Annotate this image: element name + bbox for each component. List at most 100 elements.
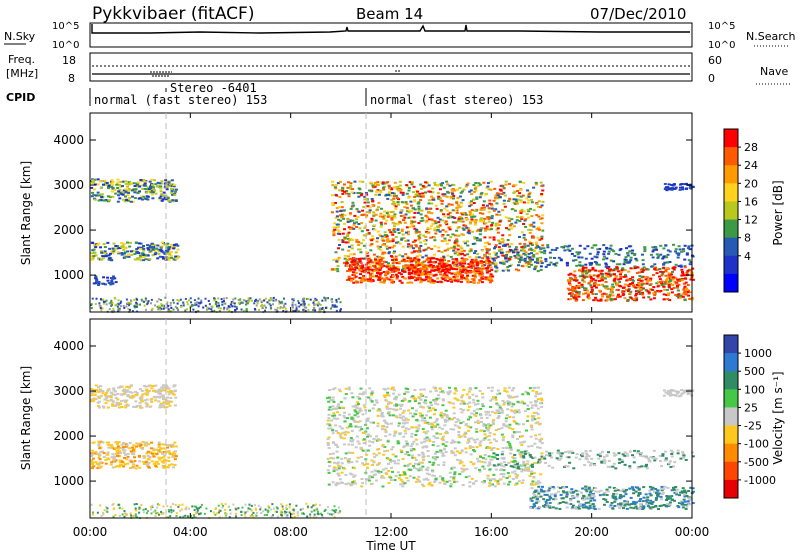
data-cell (615, 263, 619, 266)
data-cell (422, 459, 426, 462)
data-cell (384, 274, 388, 277)
data-cell (127, 255, 131, 258)
data-cell (673, 187, 677, 190)
data-cell (132, 466, 136, 469)
data-cell (580, 256, 584, 259)
data-cell (392, 186, 396, 189)
data-cell (474, 186, 478, 189)
data-cell (175, 514, 178, 517)
data-cell (535, 257, 539, 260)
data-cell (159, 308, 162, 311)
data-cell (485, 225, 489, 228)
data-cell (415, 230, 419, 233)
data-cell (460, 257, 464, 260)
data-cell (325, 297, 328, 300)
data-cell (485, 249, 489, 252)
data-cell (358, 180, 362, 183)
data-cell (471, 219, 475, 222)
data-cell (113, 310, 116, 313)
data-cell (604, 280, 608, 283)
data-cell (167, 310, 170, 313)
data-cell (174, 503, 177, 506)
data-cell (172, 185, 176, 188)
data-cell (594, 298, 598, 301)
data-cell (385, 219, 389, 222)
data-cell (228, 309, 231, 312)
data-cell (480, 220, 484, 223)
data-cell (501, 239, 505, 242)
data-cell (304, 310, 307, 313)
data-cell (329, 307, 332, 310)
data-cell (479, 228, 483, 231)
data-cell (667, 285, 671, 288)
data-cell (106, 510, 109, 513)
data-cell (387, 192, 391, 195)
data-cell (473, 242, 477, 245)
data-cell (351, 268, 355, 271)
data-cell (623, 261, 627, 264)
data-cell (441, 229, 445, 232)
data-cell (596, 251, 600, 254)
data-cell (468, 190, 472, 193)
data-cell (346, 269, 350, 272)
data-cell (617, 253, 621, 256)
data-cell (360, 214, 364, 217)
data-cell (166, 402, 170, 405)
data-cell (366, 258, 370, 261)
data-cell (340, 215, 344, 218)
data-cell (93, 198, 97, 201)
data-cell (167, 304, 170, 307)
data-cell (530, 472, 534, 475)
data-cell (623, 297, 627, 300)
data-cell (408, 216, 412, 219)
data-cell (386, 240, 390, 243)
data-cell (388, 266, 392, 269)
data-cell (495, 402, 499, 405)
data-cell (501, 234, 505, 237)
data-cell (496, 403, 500, 406)
data-cell (436, 184, 440, 187)
data-cell (522, 249, 526, 252)
data-cell (509, 256, 513, 259)
data-cell (145, 405, 149, 408)
data-cell (447, 271, 451, 274)
data-cell (138, 460, 142, 463)
data-cell (428, 278, 432, 281)
data-cell (174, 255, 178, 258)
data-cell (95, 453, 99, 456)
data-cell (592, 283, 596, 286)
data-cell (146, 247, 150, 250)
data-cell (145, 393, 149, 396)
data-cell (165, 188, 169, 191)
data-cell (528, 256, 532, 259)
data-cell (167, 401, 171, 404)
data-cell (393, 216, 397, 219)
data-cell (313, 303, 316, 306)
data-cell (238, 302, 241, 305)
data-cell (470, 264, 474, 267)
data-cell (154, 399, 158, 402)
data-cell (91, 297, 94, 300)
data-cell (445, 262, 449, 265)
data-cell (122, 252, 126, 255)
data-cell (119, 305, 122, 308)
data-cell (389, 268, 393, 271)
data-cell (109, 396, 113, 399)
data-cell (158, 182, 162, 185)
data-cell (617, 278, 621, 281)
data-cell (512, 225, 516, 228)
data-cell (422, 234, 426, 237)
data-cell (455, 209, 459, 212)
data-cell (516, 189, 520, 192)
data-cell (124, 400, 128, 403)
data-cell (164, 384, 168, 387)
data-cell (184, 309, 187, 312)
data-cell (141, 400, 145, 403)
data-cell (488, 461, 492, 464)
data-cell (419, 199, 423, 202)
data-cell (385, 239, 389, 242)
data-cell (92, 255, 96, 258)
data-cell (505, 268, 509, 271)
data-cell (129, 460, 133, 463)
data-cell (588, 252, 592, 255)
